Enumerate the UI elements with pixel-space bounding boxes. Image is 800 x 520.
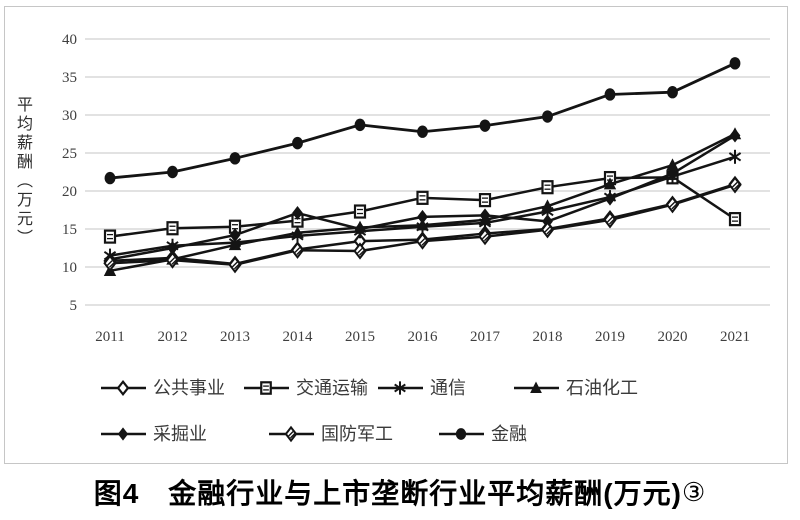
circle-filled-icon (604, 88, 616, 101)
circle-filled-icon (542, 110, 553, 123)
diamond-hatched-icon (478, 227, 492, 246)
x-tick-label: 2018 (533, 329, 563, 345)
circle-filled-icon (229, 152, 241, 165)
x-tick-label: 2014 (283, 329, 314, 345)
circle-filled-icon (167, 165, 178, 179)
finance-legend-marker-icon (439, 428, 484, 440)
diamond-filled-icon (229, 228, 241, 243)
triangle-filled-icon (666, 158, 679, 171)
x-tick-label: 2011 (95, 329, 124, 345)
y-tick-label: 40 (62, 32, 77, 48)
diamond-filled-icon (417, 209, 428, 224)
triangle-filled-icon (541, 199, 554, 212)
square-hatched-icon (353, 204, 367, 219)
x-tick-label: 2015 (345, 329, 375, 345)
circle-filled-icon (417, 125, 428, 138)
y-axis-label: 平均薪酬（万元） (14, 96, 31, 248)
legend-item-public-utilities: 公共事业 (100, 378, 225, 398)
legend-item-finance: 金融 (438, 424, 527, 444)
x-tick-label: 2017 (470, 329, 501, 345)
series-finance (104, 57, 741, 185)
defense-legend-marker-icon (269, 425, 314, 443)
y-tick-label: 30 (62, 108, 77, 124)
x-tick-label: 2016 (408, 329, 439, 345)
legend-item-transportation: 交通运输 (243, 378, 368, 398)
telecom-legend-marker-icon (378, 381, 423, 395)
mining-legend-marker-icon (101, 427, 146, 441)
public-utilities-legend-marker-icon (101, 379, 146, 397)
square-hatched-icon (541, 180, 554, 195)
square-hatched-icon (478, 193, 492, 208)
figure-caption: 图4 金融行业与上市垄断行业平均薪酬(万元)③ (0, 472, 800, 512)
y-tick-label: 15 (62, 222, 77, 238)
petrochemical-legend-marker-icon (514, 381, 559, 393)
square-hatched-icon (103, 229, 117, 244)
diamond-filled-icon (729, 128, 741, 143)
diamond-hatched-icon (728, 176, 742, 194)
diamond-hatched-icon (165, 251, 180, 269)
diamond-filled-icon (167, 241, 178, 255)
diamond-hatched-icon (103, 254, 117, 272)
diamond-hatched-icon (284, 425, 298, 443)
legend-label-mining: 采掘业 (153, 424, 207, 444)
circle-filled-icon (292, 136, 303, 150)
y-tick-label: 25 (62, 146, 77, 162)
x-tick-label: 2013 (220, 329, 250, 345)
triangle-filled-icon (530, 381, 542, 393)
diamond-hatched-icon (540, 221, 555, 239)
transportation-legend-marker-icon (244, 381, 289, 395)
square-hatched-icon (260, 381, 272, 395)
diamond-filled-icon (667, 166, 678, 181)
square-hatched-icon (166, 221, 179, 236)
square-hatched-icon (416, 190, 429, 205)
legend-label-public-utilities: 公共事业 (153, 378, 225, 398)
diamond-hatched-icon (665, 196, 680, 214)
legend-label-finance: 金融 (491, 424, 527, 444)
diamond-hatched-icon (290, 241, 305, 259)
circle-filled-icon (455, 428, 467, 440)
y-tick-label: 35 (62, 70, 77, 86)
circle-filled-icon (729, 57, 741, 70)
x-axis-tick-labels: 2011 2012 2013 2014 2015 2016 2017 2018 2019 2020… (95, 329, 750, 345)
footnote-marker: ③ (681, 477, 707, 507)
diamond-open-icon (116, 379, 130, 397)
triangle-filled-icon (291, 226, 304, 238)
circle-filled-icon (354, 118, 366, 132)
y-tick-label: 5 (70, 298, 78, 314)
legend-item-defense: 国防军工 (268, 424, 393, 444)
triangle-filled-icon (228, 238, 242, 251)
legend-item-mining: 采掘业 (100, 424, 207, 444)
asterisk-icon (728, 149, 742, 164)
diamond-hatched-icon (228, 256, 242, 274)
asterisk-icon (394, 381, 406, 395)
diamond-filled-icon (117, 427, 129, 441)
x-tick-label: 2019 (595, 329, 625, 345)
circle-filled-icon (667, 86, 678, 99)
legend-label-petrochemical: 石油化工 (566, 378, 638, 398)
circle-filled-icon (104, 171, 116, 185)
legend-item-petrochemical: 石油化工 (513, 378, 638, 398)
triangle-filled-icon (603, 177, 617, 190)
circle-filled-icon (479, 119, 491, 132)
diamond-hatched-icon (415, 232, 430, 250)
square-hatched-icon (728, 212, 742, 227)
legend-label-transportation: 交通运输 (296, 378, 368, 398)
figure-caption-text: 图4 金融行业与上市垄断行业平均薪酬(万元) (93, 478, 682, 509)
legend-item-telecom: 通信 (377, 378, 466, 398)
legend-label-defense: 国防军工 (321, 424, 393, 444)
series-defense (103, 176, 742, 274)
x-tick-label: 2020 (658, 329, 688, 345)
y-tick-label: 10 (62, 260, 77, 276)
x-tick-label: 2012 (158, 329, 188, 345)
x-tick-label: 2021 (720, 329, 750, 345)
y-tick-label: 20 (62, 184, 77, 200)
triangle-filled-icon (416, 218, 429, 231)
y-axis-tick-labels: 40 35 30 25 20 15 10 5 (62, 32, 77, 314)
legend-label-telecom: 通信 (430, 378, 466, 398)
diamond-hatched-icon (353, 242, 367, 260)
diamond-hatched-icon (603, 211, 617, 229)
diamond-filled-icon (604, 191, 616, 206)
